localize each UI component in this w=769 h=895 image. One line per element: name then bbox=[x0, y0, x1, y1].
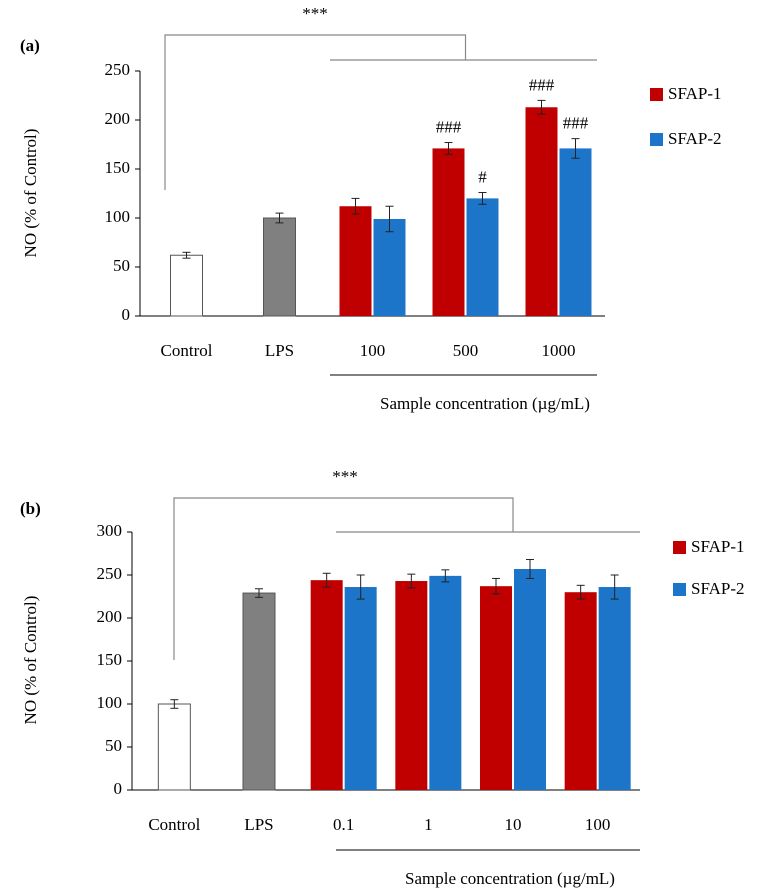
legend-swatch bbox=[650, 88, 663, 101]
bar bbox=[480, 586, 512, 790]
y-tick-label: 150 bbox=[97, 650, 123, 669]
significance-label: *** bbox=[332, 467, 358, 486]
panel-label: (a) bbox=[20, 36, 40, 55]
x-axis-label: Sample concentration (µg/mL) bbox=[405, 869, 615, 888]
bar bbox=[525, 107, 558, 316]
y-tick-label: 50 bbox=[105, 736, 122, 755]
x-tick-label: 10 bbox=[505, 815, 522, 834]
y-tick-label: 0 bbox=[122, 305, 131, 324]
x-tick-label: 100 bbox=[360, 341, 386, 360]
x-tick-label: 500 bbox=[453, 341, 479, 360]
legend-label: SFAP-2 bbox=[691, 579, 745, 598]
x-tick-label: LPS bbox=[265, 341, 294, 360]
bar bbox=[157, 703, 191, 791]
significance-marker: ### bbox=[436, 117, 462, 136]
bar bbox=[598, 587, 631, 790]
legend-swatch bbox=[673, 583, 686, 596]
y-tick-label: 100 bbox=[105, 207, 131, 226]
significance-marker: ### bbox=[563, 114, 589, 133]
significance-marker: ### bbox=[529, 75, 555, 94]
bar bbox=[339, 206, 372, 316]
legend-swatch bbox=[650, 133, 663, 146]
bar bbox=[395, 581, 428, 790]
legend-label: SFAP-1 bbox=[691, 537, 745, 556]
y-tick-label: 0 bbox=[114, 779, 123, 798]
significance-marker: # bbox=[478, 167, 487, 186]
bar bbox=[514, 568, 546, 790]
y-tick-label: 100 bbox=[97, 693, 123, 712]
y-axis-label: NO (% of Control) bbox=[21, 596, 40, 725]
x-tick-label: Control bbox=[148, 815, 200, 834]
bar bbox=[344, 587, 377, 790]
significance-bracket bbox=[164, 34, 467, 190]
bar bbox=[263, 217, 296, 317]
bar bbox=[429, 575, 462, 790]
legend-swatch bbox=[673, 541, 686, 554]
x-tick-label: 1 bbox=[424, 815, 433, 834]
significance-bracket bbox=[173, 497, 514, 660]
bar bbox=[564, 592, 597, 790]
bar bbox=[559, 148, 592, 316]
bar bbox=[310, 580, 343, 790]
x-axis-label: Sample concentration (µg/mL) bbox=[380, 394, 590, 413]
significance-label: *** bbox=[302, 4, 328, 23]
bar bbox=[242, 592, 276, 791]
x-tick-label: 0.1 bbox=[333, 815, 354, 834]
x-tick-label: LPS bbox=[244, 815, 273, 834]
y-tick-label: 200 bbox=[105, 109, 131, 128]
legend-label: SFAP-2 bbox=[668, 129, 722, 148]
x-tick-label: 100 bbox=[585, 815, 611, 834]
y-tick-label: 150 bbox=[105, 158, 131, 177]
x-tick-label: Control bbox=[161, 341, 213, 360]
y-tick-label: 50 bbox=[113, 256, 130, 275]
y-tick-label: 300 bbox=[97, 521, 123, 540]
bar bbox=[466, 198, 499, 316]
y-tick-label: 250 bbox=[105, 60, 131, 79]
y-tick-label: 200 bbox=[97, 607, 123, 626]
y-axis-label: NO (% of Control) bbox=[21, 129, 40, 258]
legend-label: SFAP-1 bbox=[668, 84, 722, 103]
bar bbox=[373, 218, 406, 316]
bar bbox=[170, 254, 203, 317]
bar bbox=[432, 148, 465, 316]
y-tick-label: 250 bbox=[97, 564, 123, 583]
panel-label: (b) bbox=[20, 499, 41, 518]
x-tick-label: 1000 bbox=[542, 341, 576, 360]
